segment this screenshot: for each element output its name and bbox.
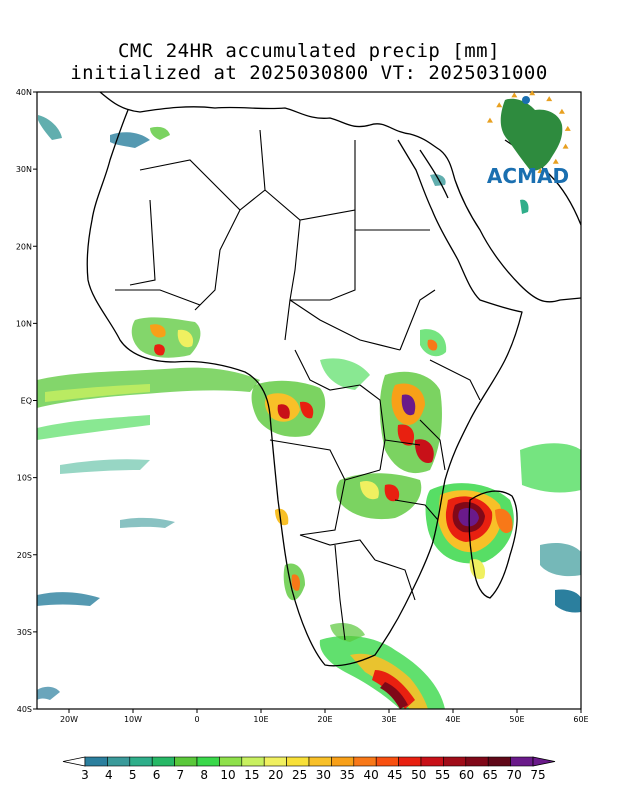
- lon-label: 10E: [253, 715, 268, 724]
- longitude-axis: 20W 10W 0 10E 20E 30E 40E 50E 60E: [60, 709, 589, 724]
- lat-label: 40N: [16, 88, 32, 97]
- lat-label: 20N: [16, 242, 32, 251]
- lat-label: 10S: [17, 474, 32, 483]
- logo-star: [486, 117, 493, 123]
- logo-star: [529, 90, 536, 96]
- logo-star: [496, 102, 503, 108]
- colorbar-swatch: [151, 756, 175, 767]
- colorbar-swatch: [443, 756, 467, 767]
- colorbar-label: 25: [292, 768, 307, 782]
- latitude-axis: 40N 30N 20N 10N EQ 10S 20S 30S 40S: [16, 88, 37, 714]
- lon-label: 20E: [317, 715, 332, 724]
- lon-label: 30E: [381, 715, 396, 724]
- colorbar-swatch: [353, 756, 377, 767]
- colorbar-swatch: [107, 756, 131, 767]
- lon-label: 0: [194, 715, 199, 724]
- colorbar-swatch: [308, 756, 332, 767]
- colorbar-label: 40: [363, 768, 378, 782]
- colorbar-label: 4: [105, 768, 113, 782]
- colorbar-label: 45: [387, 768, 402, 782]
- colorbar: 3 4 5 6 7 8 10 15 20 25 30 35 40 45 50 55 60 65 70 75: [62, 756, 556, 782]
- lon-label: 60E: [573, 715, 588, 724]
- colorbar-label: 10: [220, 768, 235, 782]
- coastline: [86, 92, 581, 667]
- acmad-logo: ACMAD: [487, 90, 571, 188]
- colorbar-swatch: [487, 756, 511, 767]
- colorbar-label: 30: [316, 768, 331, 782]
- logo-star: [511, 92, 518, 98]
- logo-text: ACMAD: [487, 164, 569, 188]
- colorbar-label: 7: [177, 768, 185, 782]
- logo-stars: [486, 90, 571, 174]
- colorbar-swatch: [375, 756, 399, 767]
- lat-label: 40S: [17, 705, 32, 714]
- colorbar-swatch: [263, 756, 287, 767]
- lat-label: 10N: [16, 319, 32, 328]
- logo-drop-icon: [522, 96, 530, 104]
- precip-field: [37, 115, 581, 709]
- colorbar-label: 65: [483, 768, 498, 782]
- colorbar-swatch: [398, 756, 422, 767]
- logo-star: [537, 168, 544, 174]
- logo-star: [562, 143, 569, 149]
- colorbar-label: 35: [340, 768, 355, 782]
- colorbar-label: 75: [530, 768, 545, 782]
- colorbar-label: 60: [459, 768, 474, 782]
- colorbar-label: 5: [129, 768, 137, 782]
- colorbar-max-arrow: [532, 756, 556, 767]
- colorbar-swatch: [129, 756, 153, 767]
- colorbar-swatch: [510, 756, 534, 767]
- colorbar-swatch: [286, 756, 310, 767]
- colorbar-swatch: [465, 756, 489, 767]
- colorbar-label: 20: [268, 768, 283, 782]
- logo-africa-shape: [500, 98, 563, 171]
- colorbar-swatch: [84, 756, 108, 767]
- lat-label: 20S: [17, 551, 32, 560]
- lat-label: 30N: [16, 165, 32, 174]
- lon-label: 40E: [445, 715, 460, 724]
- colorbar-label: 6: [153, 768, 161, 782]
- logo-star: [546, 96, 553, 102]
- colorbar-label: 50: [411, 768, 426, 782]
- colorbar-label: 55: [435, 768, 450, 782]
- chart-title-line2: initialized at 2025030800 VT: 2025031000: [70, 62, 548, 84]
- colorbar-swatch: [174, 756, 198, 767]
- colorbar-swatch: [241, 756, 265, 767]
- logo-star: [552, 158, 559, 164]
- colorbar-min-arrow: [62, 756, 86, 767]
- colorbar-label: 70: [507, 768, 522, 782]
- logo-star: [558, 108, 565, 114]
- country-borders: [115, 129, 481, 641]
- colorbar-swatch: [219, 756, 243, 767]
- chart-title-line1: CMC 24HR accumulated precip [mm]: [117, 40, 501, 62]
- logo-star: [564, 125, 571, 131]
- colorbar-swatch: [331, 756, 355, 767]
- colorbar-label: 3: [81, 768, 89, 782]
- colorbar-label: 8: [200, 768, 208, 782]
- colorbar-label: 15: [244, 768, 259, 782]
- colorbar-swatch: [420, 756, 444, 767]
- lon-label: 20W: [60, 715, 78, 724]
- lon-label: 50E: [509, 715, 524, 724]
- colorbar-swatch: [196, 756, 220, 767]
- lon-label: 10W: [124, 715, 142, 724]
- lat-label: EQ: [21, 397, 32, 406]
- lat-label: 30S: [17, 628, 32, 637]
- precip-atlantic-band: [37, 367, 260, 700]
